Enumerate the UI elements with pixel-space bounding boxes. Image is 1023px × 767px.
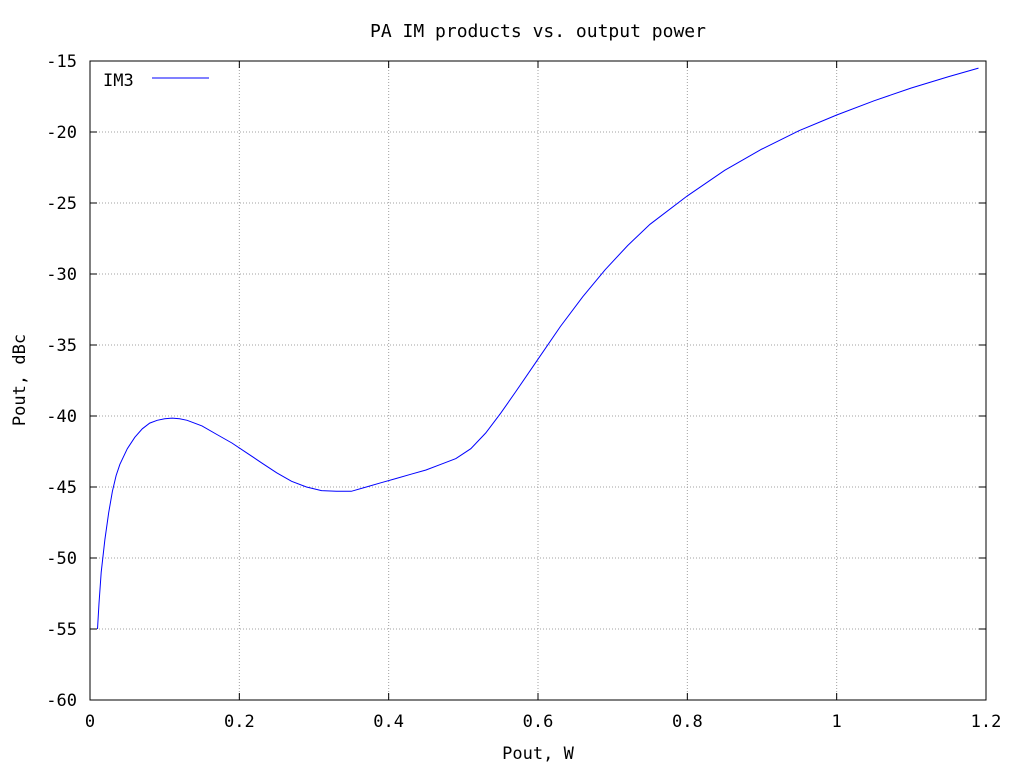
axis-ticks [89, 60, 987, 701]
y-tick-label: -45 [46, 478, 77, 498]
y-tick-label: -20 [46, 123, 77, 143]
legend-label-im3: IM3 [103, 71, 134, 91]
x-tick-labels: 0 0.2 0.4 0.6 0.8 1 1.2 [85, 712, 1001, 732]
x-tick-label: 0.6 [523, 712, 554, 732]
y-axis-label: Pout, dBc [10, 334, 30, 426]
x-tick-label: 0.8 [672, 712, 703, 732]
y-tick-label: -60 [46, 691, 77, 711]
y-tick-label: -40 [46, 407, 77, 427]
x-tick-label: 0.2 [224, 712, 255, 732]
x-tick-label: 0.4 [373, 712, 404, 732]
legend: IM3 [103, 71, 209, 91]
chart-title: PA IM products vs. output power [370, 21, 706, 42]
y-tick-label: -25 [46, 194, 77, 214]
x-tick-label: 0 [85, 712, 95, 732]
x-tick-label: 1.2 [971, 712, 1002, 732]
y-tick-labels: -60 -55 -50 -45 -40 -35 -30 -25 -20 -15 [46, 52, 77, 711]
y-tick-label: -50 [46, 549, 77, 569]
x-axis-label: Pout, W [502, 744, 574, 764]
x-tick-label: 1 [832, 712, 842, 732]
grid [90, 61, 986, 700]
y-tick-label: -35 [46, 336, 77, 356]
y-tick-label: -30 [46, 265, 77, 285]
y-tick-label: -55 [46, 620, 77, 640]
series-layer [97, 67, 979, 630]
series-line-im3 [97, 67, 979, 630]
y-tick-label: -15 [46, 52, 77, 72]
